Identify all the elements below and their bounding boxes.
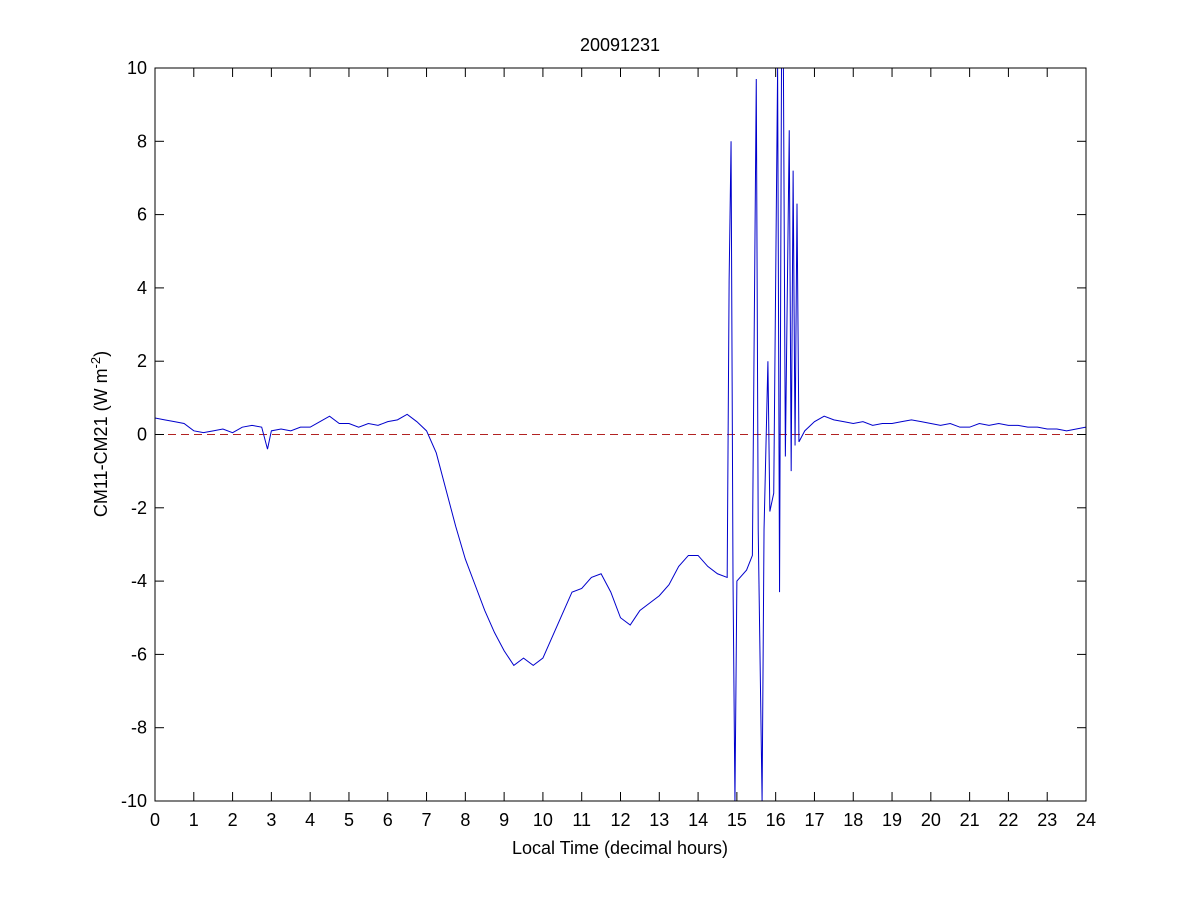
y-tick-label: 0 — [137, 425, 147, 445]
x-tick-label: 13 — [649, 810, 669, 830]
x-tick-label: 17 — [804, 810, 824, 830]
y-tick-label: -2 — [131, 498, 147, 518]
x-tick-label: 2 — [228, 810, 238, 830]
x-tick-label: 0 — [150, 810, 160, 830]
y-label-superscript: -2 — [88, 357, 103, 369]
x-tick-label: 10 — [533, 810, 553, 830]
y-tick-label: 6 — [137, 205, 147, 225]
x-axis-label: Local Time (decimal hours) — [512, 838, 728, 858]
plot-area — [155, 68, 1086, 801]
x-tick-label: 24 — [1076, 810, 1096, 830]
y-tick-label: 10 — [127, 58, 147, 78]
x-tick-label: 8 — [460, 810, 470, 830]
x-tick-label: 14 — [688, 810, 708, 830]
y-label-text: ) — [91, 351, 111, 357]
x-tick-label: 1 — [189, 810, 199, 830]
x-tick-label: 20 — [921, 810, 941, 830]
x-tick-label: 22 — [998, 810, 1018, 830]
x-tick-label: 19 — [882, 810, 902, 830]
y-tick-label: -4 — [131, 571, 147, 591]
y-tick-label: 4 — [137, 278, 147, 298]
x-tick-label: 3 — [266, 810, 276, 830]
x-tick-label: 16 — [766, 810, 786, 830]
x-tick-label: 12 — [610, 810, 630, 830]
x-tick-label: 11 — [572, 810, 591, 830]
y-tick-label: -10 — [121, 791, 147, 811]
x-tick-label: 6 — [383, 810, 393, 830]
chart-title: 20091231 — [580, 35, 660, 55]
y-tick-label: 2 — [137, 351, 147, 371]
x-tick-label: 5 — [344, 810, 354, 830]
x-tick-label: 23 — [1037, 810, 1057, 830]
y-axis-label: CM11-CM21 (W m-2) — [88, 351, 111, 517]
axes-box — [154, 67, 1087, 802]
x-tick-label: 21 — [960, 810, 980, 830]
x-tick-label: 4 — [305, 810, 315, 830]
y-label-text: CM11-CM21 (W m — [91, 368, 111, 517]
y-tick-label: -8 — [131, 718, 147, 738]
y-tick-label: -6 — [131, 644, 147, 664]
x-tick-label: 18 — [843, 810, 863, 830]
data-line — [155, 68, 1086, 801]
x-tick-label: 15 — [727, 810, 747, 830]
x-tick-label: 7 — [422, 810, 432, 830]
y-tick-label: 8 — [137, 131, 147, 151]
x-tick-label: 9 — [499, 810, 509, 830]
